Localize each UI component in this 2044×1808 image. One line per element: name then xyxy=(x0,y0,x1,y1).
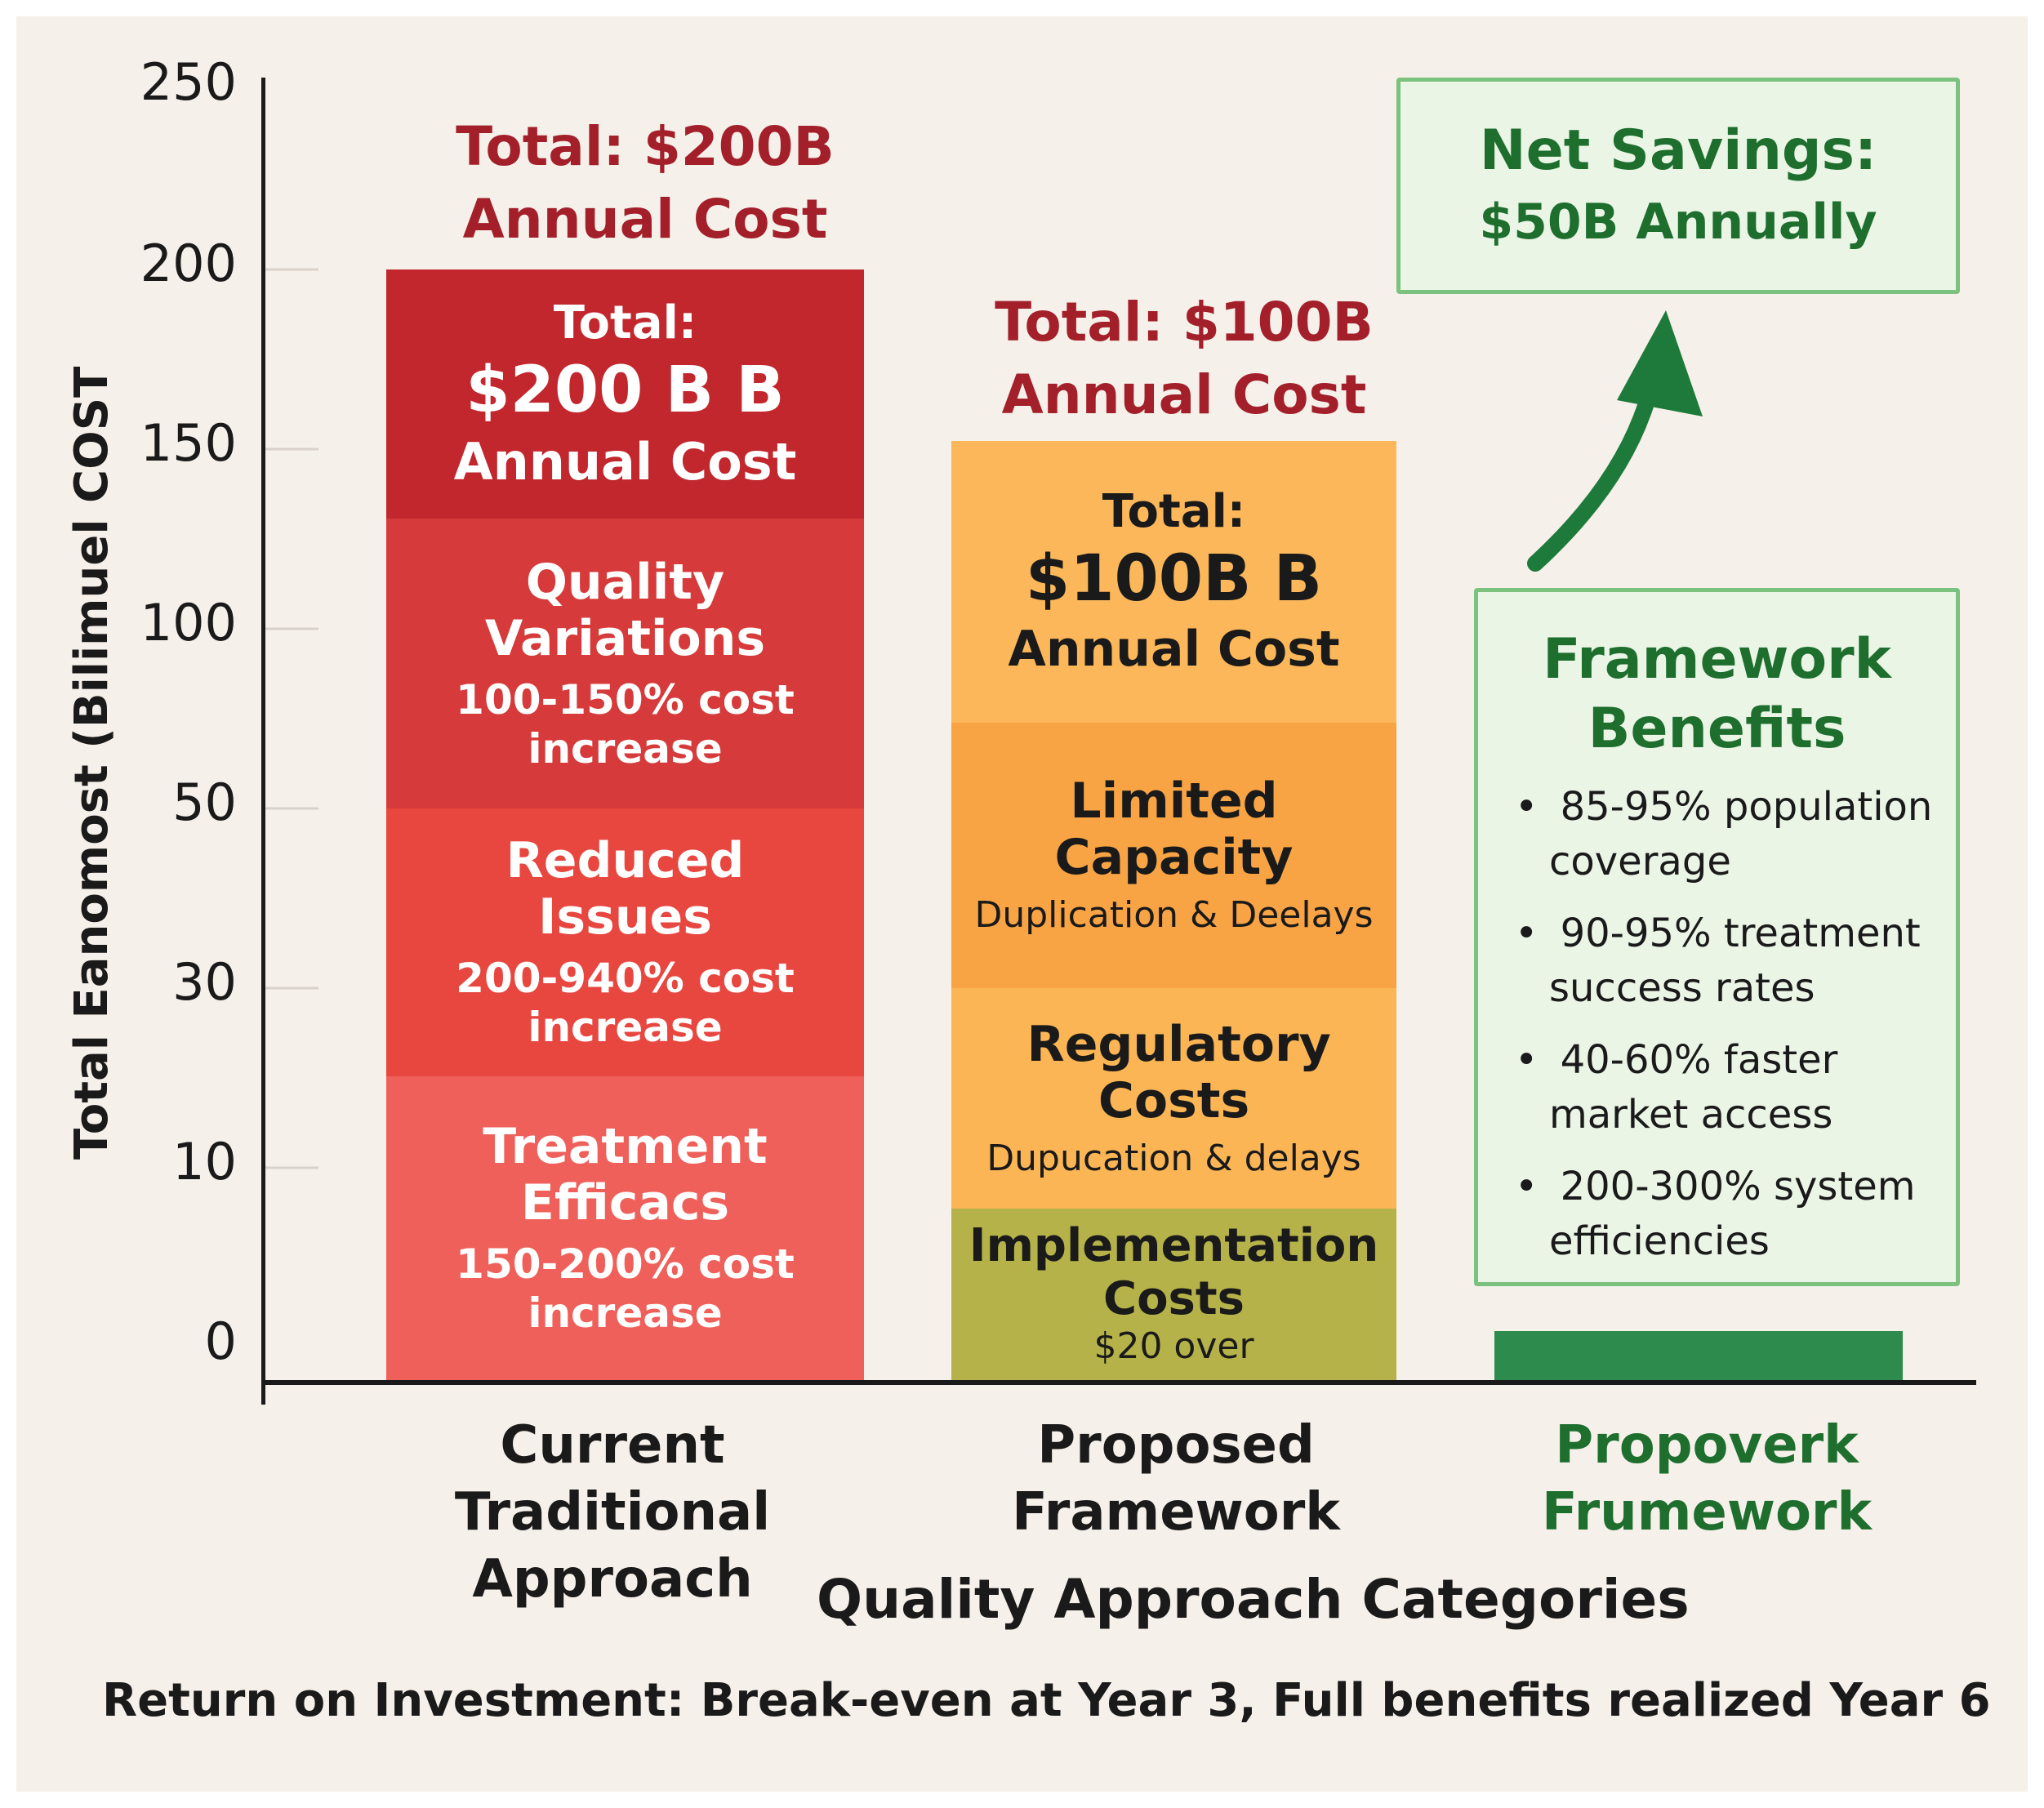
segment-sub: $20 over xyxy=(1093,1325,1254,1367)
benefits-title: Framework Benefits xyxy=(1478,625,1956,764)
bar2-segment-limited-capacity: Limited Capacity Duplication & Deelays xyxy=(951,723,1396,988)
bar2-segment-implementation-costs: Implementation Costs $20 over xyxy=(951,1209,1396,1380)
segment-value: $200 B B xyxy=(465,354,785,428)
benefit-item: • 85-95% population coverage xyxy=(1515,780,1932,889)
savings-arrow-shaft xyxy=(1527,367,1662,572)
category-label-proposed: Proposed Framework xyxy=(1012,1415,1340,1543)
bar1-segment-reduced-issues: Reduced Issues 200-940% cost increase xyxy=(386,808,864,1076)
net-savings-line2: $50B Annually xyxy=(1479,193,1877,251)
benefit-line1: 200-300% system xyxy=(1560,1164,1916,1209)
segment-sub: Dupucation & delays xyxy=(986,1137,1361,1179)
segment-value: $100B B xyxy=(1025,542,1323,617)
segment-title: Quality Variations xyxy=(484,553,766,667)
bar2-top-label-line1: Total: $100B xyxy=(995,291,1374,354)
benefit-line2: market access xyxy=(1549,1092,1833,1138)
y-tick-labels: 250 200 150 100 50 30 10 0 xyxy=(16,16,237,1486)
framework-benefits-box: Framework Benefits • 85-95% population c… xyxy=(1474,588,1960,1286)
bullet-dot-icon: • xyxy=(1515,1037,1539,1083)
gridline-stubs xyxy=(261,268,318,1169)
segment-title: Limited Capacity xyxy=(1054,773,1294,887)
segment-title: Reduced Issues xyxy=(505,832,745,946)
savings-arrow-head xyxy=(1617,310,1703,416)
x-axis-line xyxy=(261,1380,1976,1385)
y-tick-label: 200 xyxy=(140,234,237,293)
segment-sub: Annual Cost xyxy=(453,431,797,492)
bar1-top-label-line2: Annual Cost xyxy=(462,188,828,252)
bar1-segment-treatment-efficacs: Treatment Efficacs 150-200% cost increas… xyxy=(386,1076,864,1380)
savings-arrow xyxy=(1527,310,1703,572)
x-axis-label: Quality Approach Categories xyxy=(817,1568,1690,1631)
bar2-top-label-line2: Annual Cost xyxy=(1001,363,1367,427)
benefit-line1: 90-95% treatment xyxy=(1560,911,1921,956)
benefits-title-line2: Benefits xyxy=(1588,697,1846,761)
segment-title: Total: xyxy=(553,296,697,350)
benefit-item: • 200-300% system efficiencies xyxy=(1515,1160,1916,1269)
net-savings-line1: Net Savings: xyxy=(1479,118,1877,184)
benefit-item: • 40-60% faster market access xyxy=(1515,1033,1837,1142)
bar1-top-label-line1: Total: $200B xyxy=(456,115,835,178)
benefit-line2: success rates xyxy=(1549,965,1815,1012)
bar2-top-label: Total: $100B Annual Cost xyxy=(915,286,1454,431)
benefit-item: • 90-95% treatment success rates xyxy=(1515,906,1921,1016)
segment-title: Implementation Costs xyxy=(969,1219,1379,1325)
segment-sub: 200-940% cost increase xyxy=(456,955,795,1051)
bullet-dot-icon: • xyxy=(1515,784,1539,830)
segment-sub: 150-200% cost increase xyxy=(456,1240,795,1337)
bar1-top-label: Total: $200B Annual Cost xyxy=(359,110,931,256)
net-savings-box: Net Savings: $50B Annually xyxy=(1396,78,1960,294)
y-tick-label: 50 xyxy=(172,773,237,832)
y-tick-label: 0 xyxy=(204,1311,237,1371)
category-label-propoverk: Propoverk Frumework xyxy=(1541,1415,1873,1543)
category-label-current: Current Traditional Approach xyxy=(454,1415,771,1610)
chart-canvas: 250 200 150 100 50 30 10 0 Total Eanomos… xyxy=(16,16,2028,1792)
y-axis-line xyxy=(261,78,265,1405)
y-axis-label: Total Eanomost (Bilimuel COST xyxy=(65,366,118,1160)
bullet-dot-icon: • xyxy=(1515,911,1539,956)
bar2-segment-regulatory-costs: Regulatory Costs Dupucation & delays xyxy=(951,988,1396,1209)
bar1-segment-quality-variations: Quality Variations 100-150% cost increas… xyxy=(386,519,864,808)
y-tick-label: 250 xyxy=(140,52,237,112)
segment-sub: Duplication & Deelays xyxy=(974,894,1374,937)
benefits-title-line1: Framework xyxy=(1543,627,1891,692)
segment-title: Total: xyxy=(1102,484,1246,538)
bar2-segment-total: Total: $100B B Annual Cost xyxy=(951,441,1396,723)
bar3 xyxy=(1494,1331,1903,1380)
segment-title: Regulatory Costs xyxy=(1026,1015,1331,1129)
y-tick-label: 10 xyxy=(172,1132,237,1191)
benefit-line1: 40-60% faster xyxy=(1560,1037,1838,1083)
bar1-segment-total: Total: $200 B B Annual Cost xyxy=(386,269,864,519)
segment-sub: Annual Cost xyxy=(1008,621,1340,679)
benefit-line1: 85-95% population xyxy=(1560,784,1933,830)
segment-sub: 100-150% cost increase xyxy=(456,675,795,773)
benefit-line2: coverage xyxy=(1549,839,1731,885)
y-tick-label: 30 xyxy=(172,952,237,1012)
benefit-line2: efficiencies xyxy=(1549,1218,1770,1265)
segment-title: Treatment Efficacs xyxy=(483,1118,768,1231)
bullet-dot-icon: • xyxy=(1515,1164,1539,1209)
roi-footer: Return on Investment: Break-even at Year… xyxy=(102,1674,1991,1727)
y-tick-label: 100 xyxy=(140,593,237,652)
y-tick-label: 150 xyxy=(140,413,237,473)
